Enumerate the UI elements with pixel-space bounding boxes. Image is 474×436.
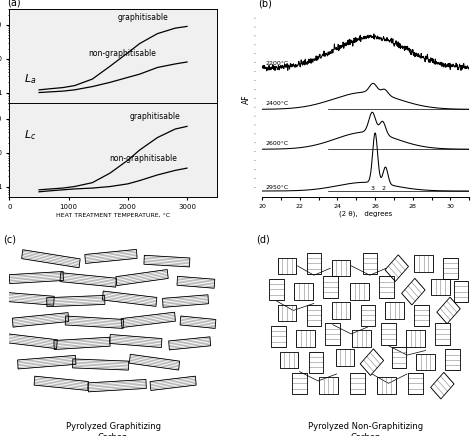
Text: graphitisable: graphitisable <box>117 13 168 22</box>
Text: $L_c$: $L_c$ <box>24 129 36 142</box>
Text: 2600°C: 2600°C <box>266 141 289 146</box>
Text: Pyrolyzed Non-Graphitizing
Carbon: Pyrolyzed Non-Graphitizing Carbon <box>308 422 423 436</box>
Text: non-graphitisable: non-graphitisable <box>109 154 177 163</box>
Text: non-graphitisable: non-graphitisable <box>88 49 156 58</box>
Text: 2950°C: 2950°C <box>266 185 289 190</box>
Text: Pyrolyzed Graphitizing
Carbon: Pyrolyzed Graphitizing Carbon <box>65 422 161 436</box>
Text: 2400°C: 2400°C <box>266 101 289 106</box>
Text: 3: 3 <box>370 186 374 191</box>
Text: (a): (a) <box>8 0 21 8</box>
Text: 2200°C: 2200°C <box>266 61 289 66</box>
Text: graphitisable: graphitisable <box>129 112 180 121</box>
Text: AF: AF <box>241 94 250 104</box>
Text: $L_a$: $L_a$ <box>24 72 36 86</box>
X-axis label: HEAT TREATMENT TEMPERATURE, °C: HEAT TREATMENT TEMPERATURE, °C <box>56 213 170 218</box>
Text: (b): (b) <box>258 0 272 9</box>
X-axis label: (2 θ),   degrees: (2 θ), degrees <box>339 211 392 217</box>
Text: 2: 2 <box>382 186 386 191</box>
Text: (d): (d) <box>256 234 270 244</box>
Text: (c): (c) <box>3 234 16 244</box>
